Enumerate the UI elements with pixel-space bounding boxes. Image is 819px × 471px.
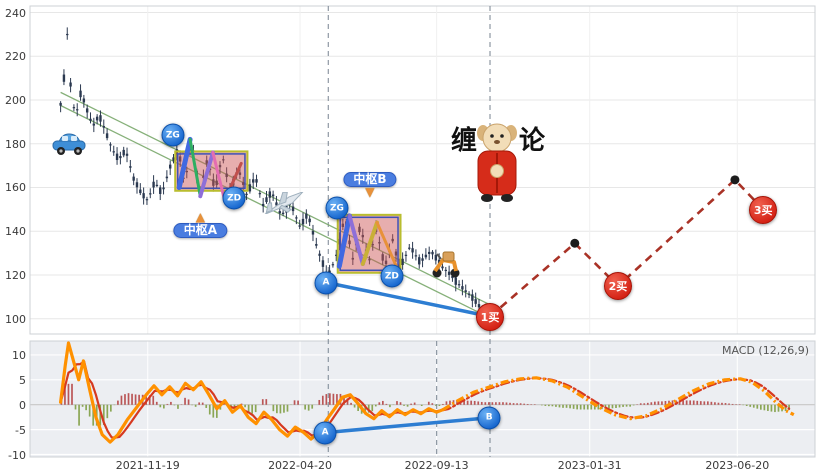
price-ytick-label: 140	[5, 225, 26, 239]
pivot-arrow-icon: ▲	[195, 209, 205, 224]
pivot-label-中枢A: ▲ 中枢A	[173, 209, 227, 238]
macd-ytick-label: -5	[15, 423, 26, 437]
price-ytick-label: 120	[5, 268, 26, 282]
marker-ZG: ZG	[161, 123, 185, 147]
marker-3买: 3买	[749, 196, 778, 225]
marker-ZG: ZG	[325, 196, 349, 220]
dog-mascot: 缠论	[449, 117, 546, 209]
date-xtick-label: 2022-04-20	[268, 459, 332, 471]
macd-ytick-label: 5	[19, 373, 26, 387]
airplane-icon	[261, 191, 307, 218]
svg-text:缠: 缠	[451, 125, 477, 156]
date-xtick-label: 2023-01-31	[557, 459, 622, 471]
car-icon	[51, 132, 87, 160]
marker-ZD: ZD	[380, 264, 404, 288]
price-ytick-label: 240	[5, 6, 26, 20]
date-xtick-label: 2023-06-20	[705, 459, 770, 471]
marker-2买: 2买	[603, 271, 632, 300]
macd-ytick-label: -10	[8, 448, 26, 462]
date-xtick-label: 2022-09-13	[404, 459, 469, 471]
marker-ZD: ZD	[222, 186, 246, 210]
pivot-label-text: 中枢A	[173, 222, 227, 238]
marker-B: B	[477, 406, 501, 430]
price-ytick-label: 160	[5, 181, 26, 195]
macd-indicator-label: MACD (12,26,9)	[721, 344, 809, 357]
marker-1买: 1买	[476, 302, 504, 331]
marker-A: A	[313, 421, 337, 445]
macd-ytick-label: 10	[12, 348, 26, 362]
pivot-arrow-icon: ▼	[365, 185, 375, 200]
scooter-icon	[430, 250, 462, 282]
date-xtick-label: 2021-11-19	[115, 459, 180, 471]
marker-A: A	[314, 271, 338, 295]
price-ytick-label: 180	[5, 137, 26, 151]
price-ytick-label: 100	[5, 312, 26, 326]
svg-text:论: 论	[519, 126, 545, 156]
macd-ytick-label: 0	[19, 398, 26, 412]
pivot-label-text: 中枢B	[343, 172, 397, 188]
pivot-label-中枢B: 中枢B ▼	[343, 172, 397, 200]
price-ytick-label: 200	[5, 94, 26, 108]
price-ytick-label: 220	[5, 50, 26, 64]
